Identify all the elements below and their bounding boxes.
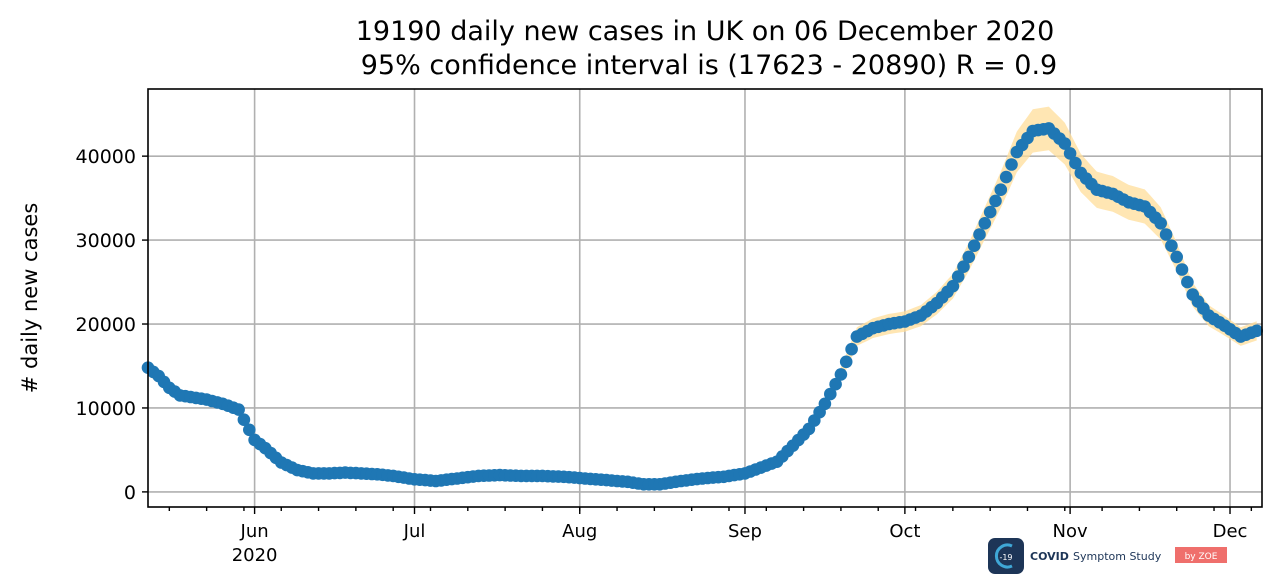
data-point: [951, 270, 965, 283]
data-points: [141, 122, 1263, 491]
grid: [148, 89, 1262, 507]
plot-frame: [147, 88, 1263, 508]
data-point: [978, 217, 992, 230]
data-point: [962, 250, 976, 264]
data-point: [983, 205, 997, 219]
x-tick-label: Dec: [1213, 521, 1248, 542]
data-point: [973, 228, 986, 241]
x-tick-label: Jun: [240, 521, 269, 542]
x-tick-label: Jul: [403, 521, 426, 542]
logo-ring-icon: [994, 543, 1013, 569]
x-tick-sublabel: 2020: [232, 545, 278, 566]
logo-zoe-text: by ZOE: [1185, 552, 1218, 562]
data-point: [818, 397, 832, 411]
data-point: [1069, 156, 1082, 170]
y-axis-label: # daily new cases: [18, 203, 42, 394]
confidence-band: [148, 106, 1257, 489]
data-point: [1181, 275, 1194, 289]
data-point: [845, 342, 858, 356]
chart-title: 19190 daily new cases in UK on 06 Decemb…: [356, 16, 1055, 47]
data-point: [829, 377, 842, 391]
x-axis: Jun 2020 Jul Aug Sep Oct Nov Dec: [168, 507, 1253, 566]
data-point: [237, 413, 251, 427]
data-point: [994, 183, 1008, 196]
chart-subtitle: 95% confidence interval is (17623 - 2089…: [361, 50, 1057, 81]
data-point: [243, 423, 256, 437]
y-tick-label: 30000: [76, 230, 136, 252]
data-point: [957, 260, 970, 274]
y-tick-label: 40000: [76, 146, 136, 168]
y-tick-label: 10000: [76, 398, 136, 420]
data-point: [946, 279, 960, 293]
data-point: [1005, 158, 1018, 171]
data-point: [1165, 239, 1178, 252]
data-point: [1159, 228, 1173, 241]
data-point: [1175, 263, 1189, 276]
x-tick-label: Sep: [728, 521, 762, 542]
data-point: [824, 387, 837, 401]
covid-symptom-study-logo: -19 COVID Symptom Study by ZOE: [988, 538, 1227, 574]
y-axis: 0 10000 20000 30000 40000: [76, 146, 148, 504]
data-point: [999, 170, 1013, 184]
y-tick-label: 0: [124, 482, 136, 504]
logo-badge: [988, 538, 1024, 574]
y-tick-label: 20000: [76, 314, 136, 336]
data-point: [967, 239, 981, 252]
data-point: [1058, 137, 1072, 150]
data-point: [1250, 324, 1263, 338]
data-point: [989, 194, 1002, 208]
logo-badge-text: -19: [999, 553, 1012, 562]
x-tick-label: Aug: [562, 521, 597, 542]
data-point: [232, 403, 245, 416]
x-tick-label: Oct: [889, 521, 920, 542]
logo-name-rest: Symptom Study: [1073, 550, 1162, 563]
data-point: [1154, 217, 1167, 230]
data-point: [1170, 250, 1183, 264]
logo-name-bold: COVID: [1030, 550, 1069, 563]
x-tick-label: Nov: [1053, 521, 1088, 542]
data-point: [839, 355, 853, 369]
logo-zoe-badge: [1175, 547, 1227, 563]
confidence-band-area: [148, 106, 1257, 489]
data-point: [1063, 147, 1077, 160]
data-point: [834, 368, 848, 381]
